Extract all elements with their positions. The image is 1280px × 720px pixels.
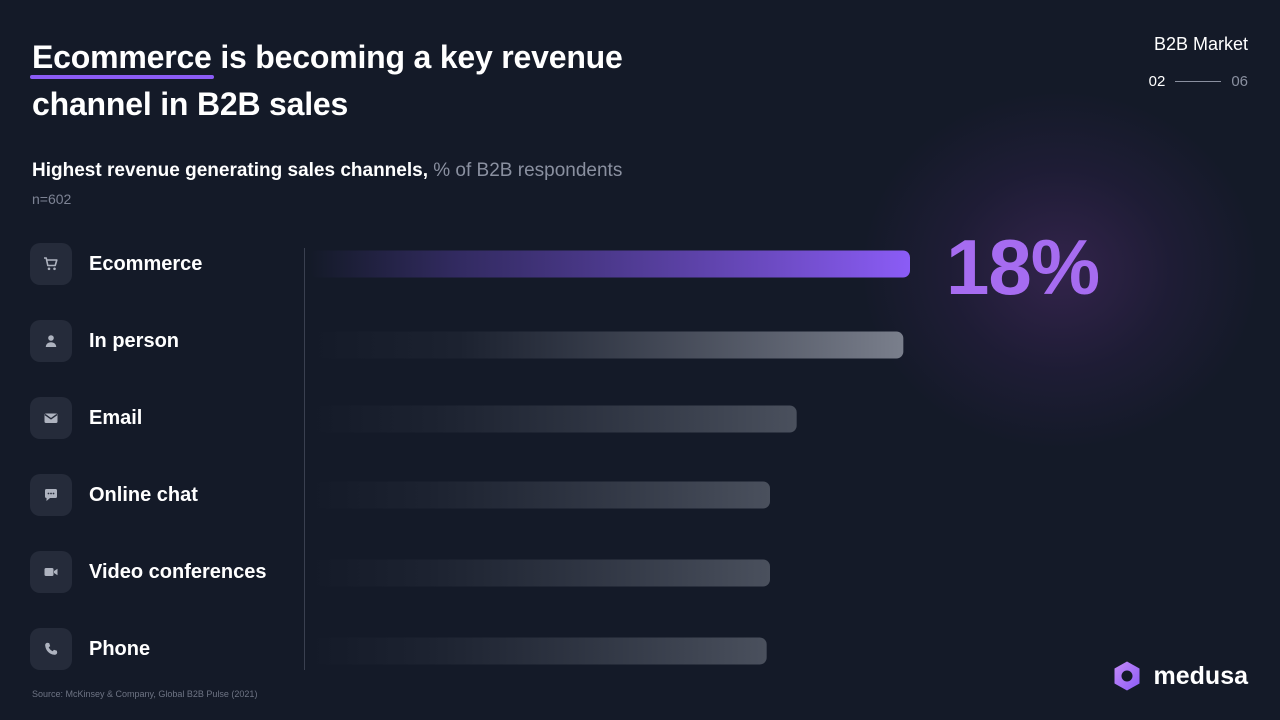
- category-row-phone: Phone: [30, 627, 150, 671]
- brand-name: medusa: [1153, 661, 1248, 690]
- chart-subtitle: Highest revenue generating sales channel…: [32, 160, 622, 182]
- category-label: Online chat: [89, 483, 198, 506]
- title-line2: channel in B2B sales: [32, 86, 349, 122]
- category-row-in-person: In person: [30, 319, 179, 363]
- bar-online-chat: [310, 481, 770, 509]
- bar-in-person: [310, 331, 904, 359]
- section-indicator: B2B Market 02 06: [1149, 34, 1248, 90]
- bar-ecommerce: [310, 250, 910, 278]
- phone-icon: [30, 628, 72, 670]
- bar-video-conferences: [310, 559, 770, 587]
- category-row-ecommerce: Ecommerce: [30, 242, 202, 286]
- subtitle-unit: % of B2B respondents: [427, 160, 623, 181]
- bar-email: [310, 405, 797, 433]
- category-label: In person: [89, 329, 180, 352]
- subtitle-main: Highest revenue generating sales channel…: [32, 160, 428, 181]
- medusa-logo-icon: [1114, 661, 1140, 691]
- category-row-email: Email: [30, 396, 142, 440]
- page-indicator: 02 06: [1149, 73, 1248, 90]
- page-title: Ecommerce is becoming a key revenue chan…: [30, 34, 732, 128]
- title-highlight: Ecommerce: [30, 34, 214, 81]
- category-label: Email: [89, 406, 143, 429]
- category-row-online-chat: Online chat: [30, 473, 198, 517]
- page-total: 06: [1231, 73, 1248, 90]
- category-label: Phone: [89, 637, 151, 660]
- category-row-video-conferences: Video conferences: [30, 550, 266, 594]
- page-current: 02: [1148, 73, 1166, 90]
- person-icon: [30, 320, 72, 362]
- section-name: B2B Market: [1153, 34, 1248, 54]
- chat-icon: [30, 474, 72, 516]
- category-label: Video conferences: [89, 560, 267, 583]
- highlight-value-label: 18%: [946, 223, 1100, 311]
- cart-icon: [30, 243, 72, 285]
- bar-phone: [310, 637, 767, 665]
- page-divider: [1175, 81, 1222, 82]
- chart-baseline: [304, 248, 305, 670]
- brand-logo: medusa: [1112, 660, 1248, 692]
- source-note: Source: McKinsey & Company, Global B2B P…: [32, 689, 258, 699]
- category-label: Ecommerce: [89, 252, 203, 275]
- sample-size: n=602: [32, 191, 72, 207]
- title-line1-rest: is becoming a key revenue: [211, 39, 623, 75]
- mail-icon: [30, 397, 72, 439]
- video-icon: [30, 551, 72, 593]
